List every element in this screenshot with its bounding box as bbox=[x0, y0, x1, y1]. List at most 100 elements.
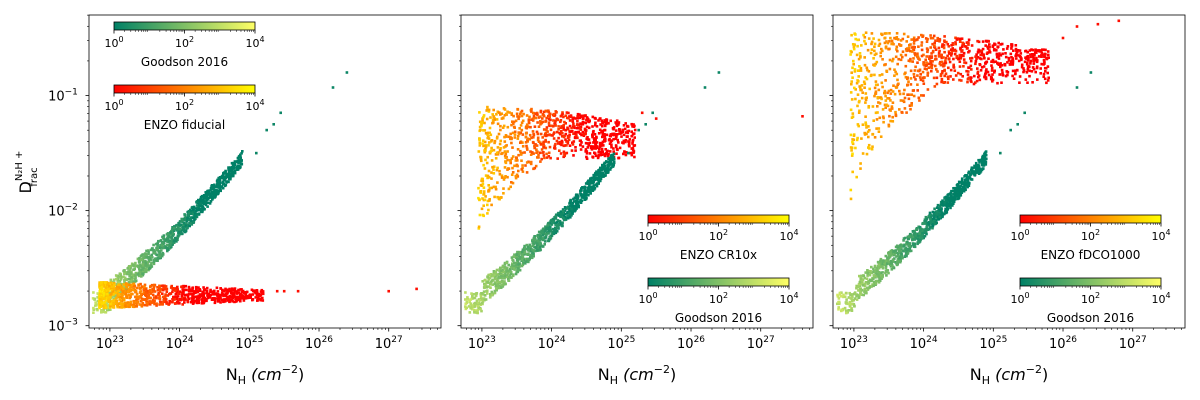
data-point bbox=[864, 31, 868, 34]
data-point bbox=[950, 52, 954, 55]
data-point bbox=[973, 164, 976, 168]
data-point bbox=[496, 146, 500, 149]
data-point bbox=[523, 151, 526, 154]
data-point bbox=[604, 174, 607, 177]
data-point bbox=[924, 37, 928, 40]
data-point bbox=[196, 213, 199, 216]
data-points bbox=[91, 71, 418, 314]
data-point bbox=[552, 119, 555, 122]
data-point bbox=[132, 280, 135, 283]
data-point bbox=[568, 144, 572, 147]
data-point bbox=[993, 71, 996, 74]
data-point bbox=[124, 292, 128, 296]
data-point bbox=[563, 120, 566, 124]
data-point bbox=[501, 151, 504, 155]
data-point bbox=[486, 203, 489, 207]
data-point bbox=[907, 80, 910, 83]
data-point bbox=[520, 121, 524, 124]
data-point bbox=[156, 257, 160, 260]
data-point bbox=[913, 69, 917, 72]
data-point bbox=[598, 168, 601, 172]
data-point bbox=[1046, 50, 1050, 53]
colorbar-gradient bbox=[647, 277, 790, 287]
data-point bbox=[883, 41, 887, 45]
data-point bbox=[991, 80, 994, 83]
data-point bbox=[984, 61, 987, 65]
data-point bbox=[959, 37, 962, 41]
data-point bbox=[859, 69, 863, 72]
data-point bbox=[515, 164, 519, 167]
data-point bbox=[901, 50, 905, 53]
data-point bbox=[164, 293, 167, 296]
series-enzo-fiducial bbox=[98, 281, 418, 310]
data-point bbox=[1036, 59, 1039, 62]
data-point bbox=[849, 53, 852, 56]
data-point bbox=[959, 46, 962, 50]
data-point bbox=[498, 280, 502, 284]
data-point bbox=[204, 191, 207, 194]
data-point bbox=[880, 33, 884, 37]
data-point bbox=[850, 98, 854, 101]
data-point bbox=[874, 80, 878, 83]
data-point bbox=[519, 153, 523, 156]
data-point bbox=[1011, 69, 1015, 73]
data-point bbox=[920, 54, 924, 58]
data-point bbox=[536, 136, 540, 140]
data-point bbox=[910, 38, 913, 41]
data-point bbox=[547, 151, 551, 155]
data-point bbox=[543, 243, 546, 246]
data-point bbox=[511, 262, 514, 265]
data-point bbox=[584, 148, 588, 151]
data-point bbox=[158, 294, 161, 298]
data-point bbox=[594, 123, 597, 127]
data-point bbox=[240, 294, 243, 297]
data-point bbox=[936, 36, 939, 40]
data-point bbox=[503, 176, 506, 179]
data-point bbox=[532, 236, 536, 240]
data-point bbox=[464, 291, 467, 294]
data-point bbox=[940, 80, 943, 84]
data-point bbox=[917, 45, 920, 48]
data-point bbox=[518, 268, 522, 272]
data-point bbox=[144, 293, 147, 297]
data-point bbox=[552, 219, 555, 223]
data-point bbox=[934, 54, 937, 58]
data-point bbox=[885, 40, 888, 43]
data-point bbox=[191, 286, 195, 289]
data-point bbox=[134, 289, 138, 293]
data-point bbox=[868, 147, 871, 150]
data-point bbox=[559, 142, 562, 146]
data-point bbox=[529, 245, 533, 248]
data-point bbox=[533, 125, 537, 128]
data-point bbox=[913, 75, 916, 79]
data-point bbox=[233, 160, 237, 163]
data-point bbox=[1036, 49, 1040, 52]
data-point bbox=[206, 294, 209, 298]
data-point bbox=[520, 159, 523, 162]
data-point bbox=[980, 66, 984, 69]
data-point bbox=[495, 268, 499, 272]
data-point bbox=[104, 286, 107, 289]
data-point bbox=[891, 57, 895, 61]
data-point bbox=[600, 147, 604, 151]
data-point bbox=[548, 112, 552, 116]
data-point bbox=[524, 260, 528, 263]
data-point bbox=[583, 198, 586, 201]
data-point bbox=[999, 65, 1002, 69]
data-point bbox=[946, 54, 949, 58]
data-point bbox=[201, 205, 205, 209]
data-point bbox=[200, 201, 204, 205]
data-point bbox=[1006, 45, 1010, 48]
data-point bbox=[483, 198, 487, 202]
data-point bbox=[519, 141, 522, 144]
data-point bbox=[889, 109, 892, 112]
data-point bbox=[216, 290, 220, 293]
data-point bbox=[888, 40, 891, 43]
data-point bbox=[106, 290, 109, 293]
data-point bbox=[498, 142, 502, 146]
data-point bbox=[585, 150, 589, 153]
data-point bbox=[980, 51, 984, 54]
data-point bbox=[483, 140, 487, 144]
data-point bbox=[578, 127, 582, 130]
data-point bbox=[943, 35, 946, 38]
